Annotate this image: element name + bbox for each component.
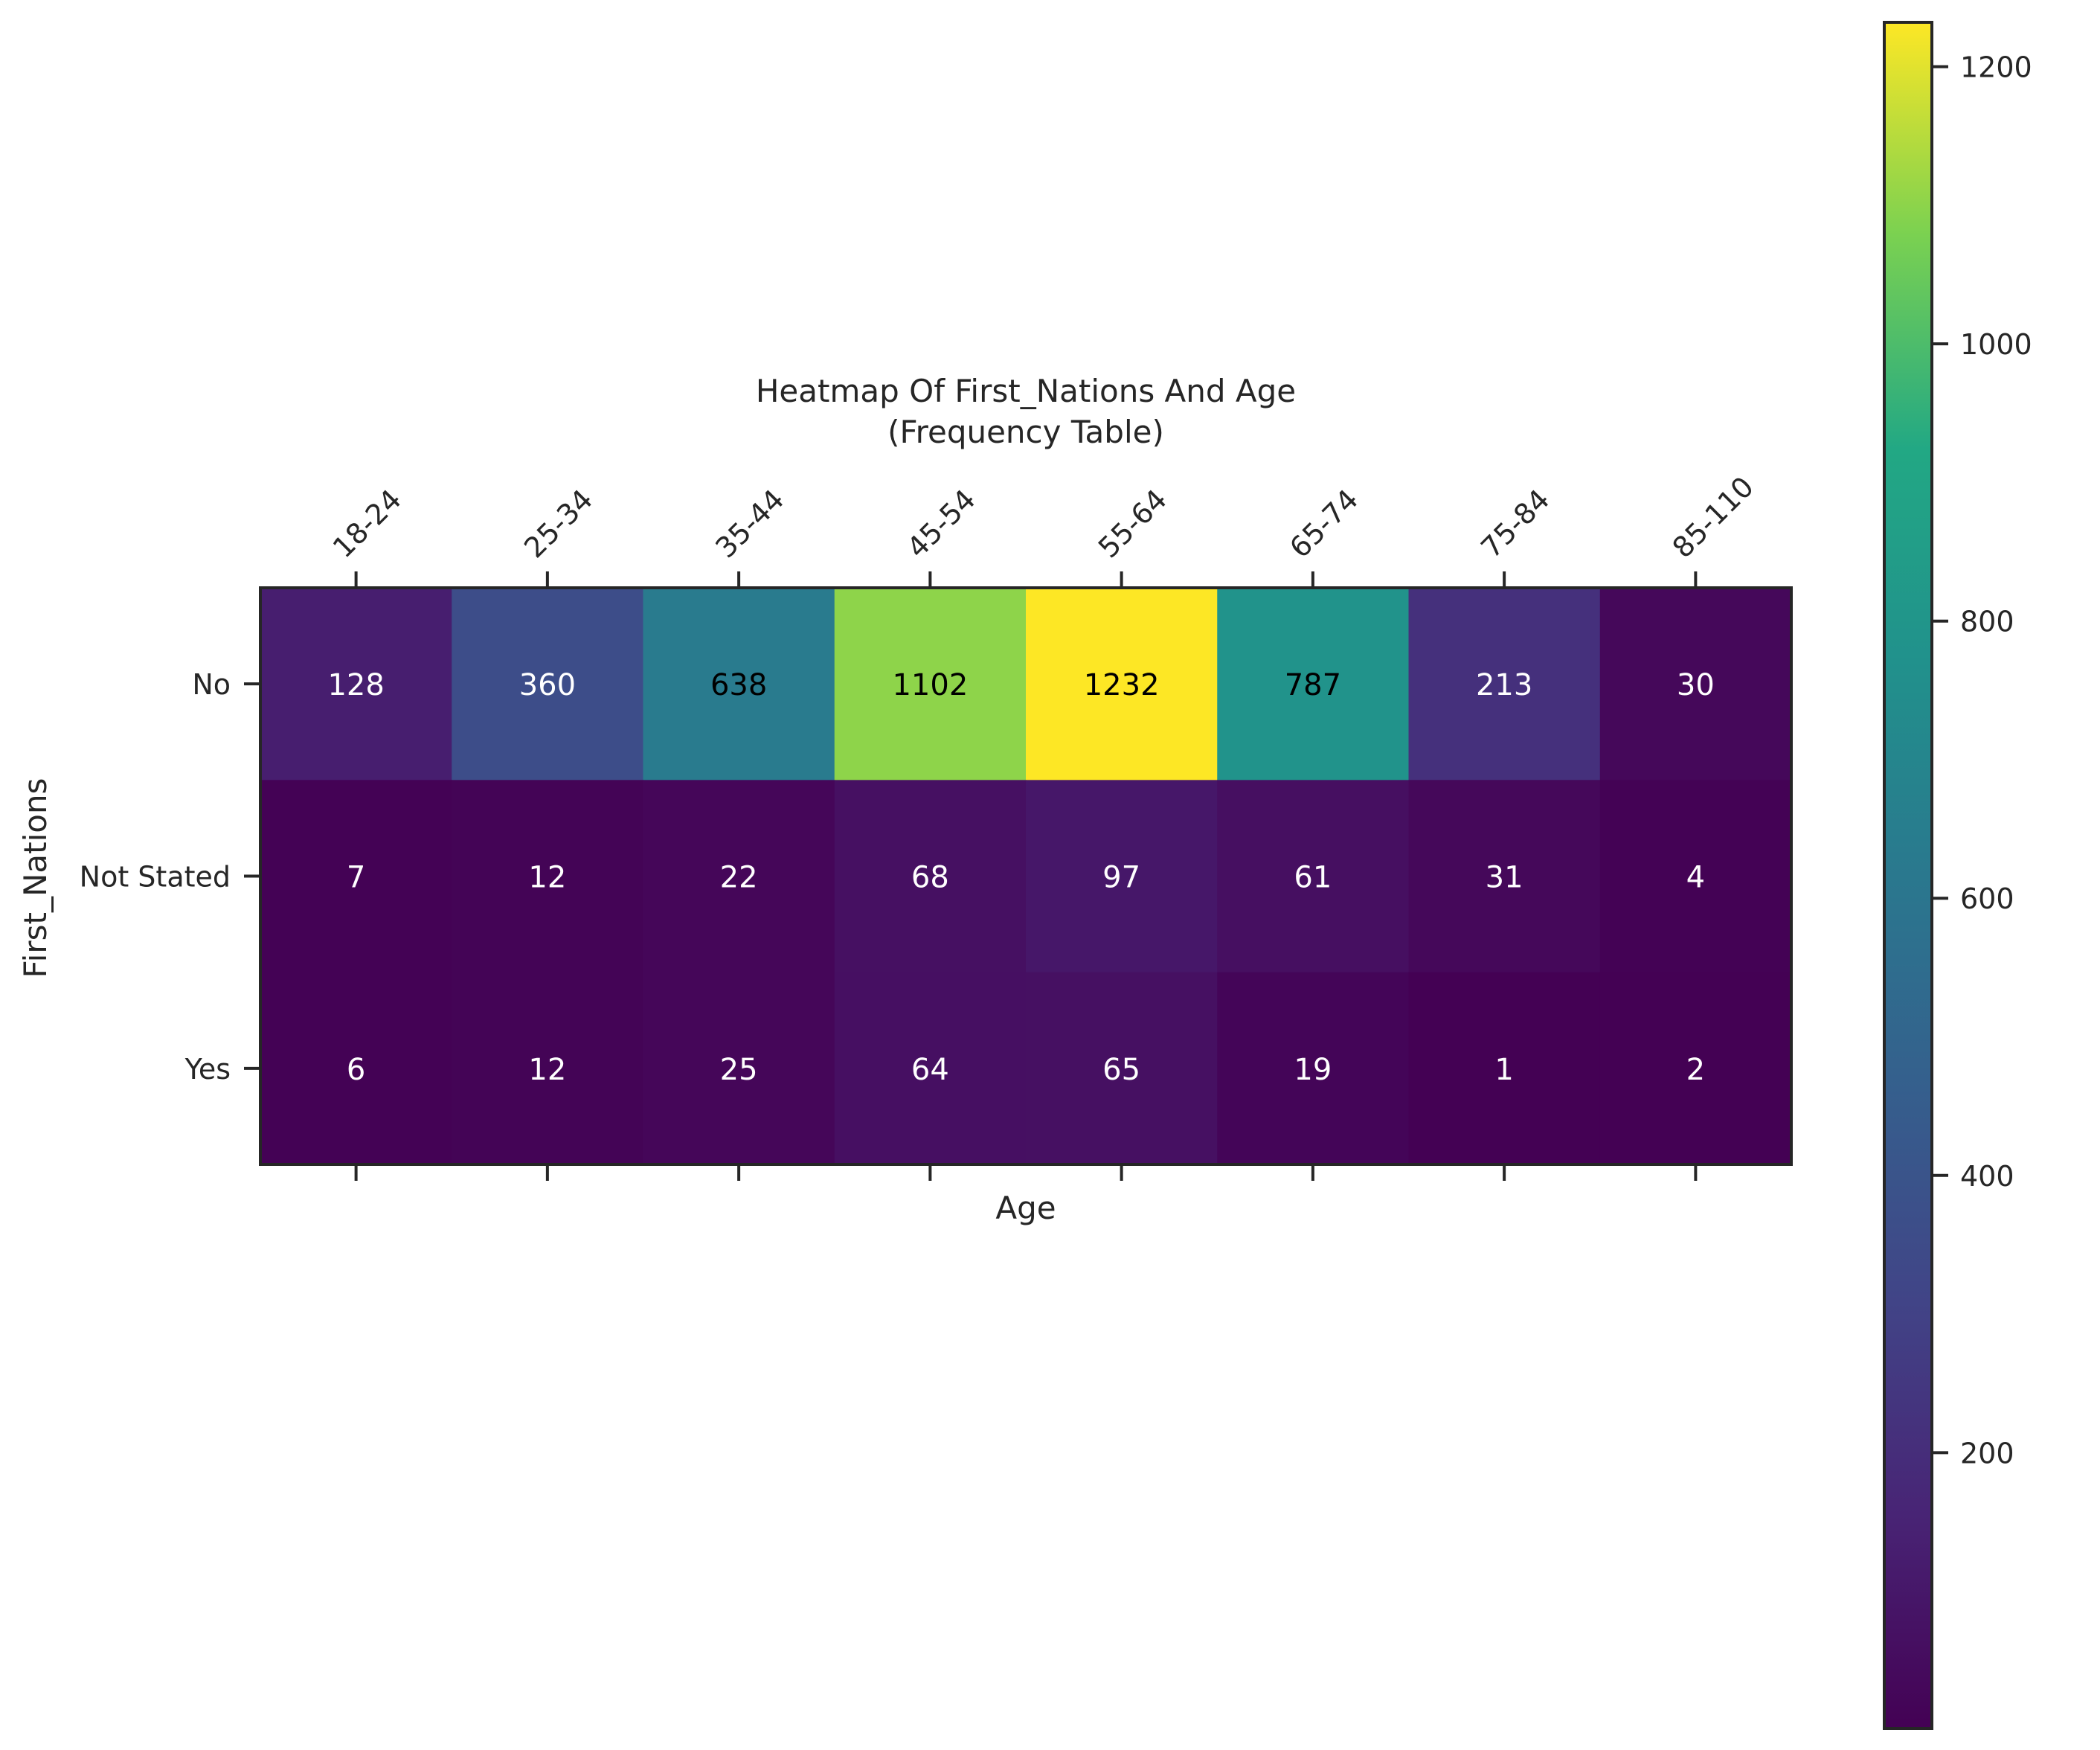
cell-value-label: 25 <box>720 1053 758 1087</box>
cell-value-labels: 128 360 638 1102 1232 787 213 307 12 22 68 97 61 31 46… <box>327 668 1714 1087</box>
heatmap-cell <box>1408 972 1601 1165</box>
y-tick-label: Not Stated <box>80 860 231 893</box>
heatmap-cell <box>452 972 644 1165</box>
colorbar-tick-label: 600 <box>1960 882 2014 915</box>
cell-value-label: 787 <box>1285 668 1341 702</box>
cell-value-label: 64 <box>911 1053 949 1087</box>
cell-value-label: 213 <box>1476 668 1532 702</box>
cell-value-label: 30 <box>1677 668 1715 702</box>
colorbar-gradient <box>1883 21 1933 1730</box>
heatmap-cell <box>1599 588 1792 781</box>
cell-value-label: 128 <box>327 668 384 702</box>
heatmap-cell <box>1599 780 1792 973</box>
cell-value-label: 19 <box>1294 1053 1332 1087</box>
heatmap-cell <box>1217 588 1410 781</box>
heatmap-cell <box>452 588 644 781</box>
chart-subtitle: (Frequency Table) <box>887 414 1164 450</box>
x-tick-label: 75-84 <box>1474 483 1555 564</box>
heatmap-cell <box>1408 588 1601 781</box>
heatmap-cell <box>643 780 835 973</box>
heatmap-cell <box>1026 588 1218 781</box>
cell-value-label: 68 <box>911 860 949 894</box>
cell-value-label: 638 <box>710 668 767 702</box>
heatmap-cell <box>834 588 1027 781</box>
cell-value-label: 1232 <box>1084 668 1160 702</box>
x-tick-label: 18-24 <box>327 483 408 564</box>
x-tick-label: 35-44 <box>709 483 790 564</box>
colorbar-tick-label: 200 <box>1960 1437 2014 1469</box>
cell-value-label: 12 <box>528 1053 566 1087</box>
cell-value-label: 12 <box>528 860 566 894</box>
heatmap-cell <box>1026 780 1218 973</box>
heatmap-cell <box>1217 780 1410 973</box>
cell-value-label: 7 <box>347 860 365 894</box>
cell-value-label: 22 <box>720 860 758 894</box>
x-tick-label: 25-34 <box>518 483 599 564</box>
heatmap-cell <box>1408 780 1601 973</box>
heatmap-cell <box>260 780 452 973</box>
heatmap-cell <box>1026 972 1218 1165</box>
cell-value-label: 31 <box>1486 860 1523 894</box>
cell-value-label: 61 <box>1294 860 1332 894</box>
heatmap-cell <box>260 972 452 1165</box>
cell-value-label: 2 <box>1686 1053 1705 1087</box>
heatmap-cell <box>643 588 835 781</box>
x-tick-label: 45-54 <box>901 483 982 564</box>
heatmap-cells <box>260 588 1792 1165</box>
cell-value-label: 97 <box>1102 860 1140 894</box>
heatmap-cell <box>643 972 835 1165</box>
y-tick-label: No <box>192 668 231 701</box>
heatmap-cell <box>260 588 452 781</box>
heatmap-cell <box>452 780 644 973</box>
y-axis-label: First_Nations <box>17 778 54 978</box>
x-tick-label: 55-64 <box>1092 483 1173 564</box>
heatmap-cell <box>834 972 1027 1165</box>
y-axis-ticks: No Not Stated Yes <box>80 668 260 1086</box>
cell-value-label: 360 <box>519 668 576 702</box>
colorbar-tick-label: 800 <box>1960 606 2014 638</box>
y-tick-label: Yes <box>184 1053 231 1086</box>
heatmap-cell <box>1217 972 1410 1165</box>
x-tick-label: 85-110 <box>1666 470 1760 564</box>
cell-value-label: 1102 <box>892 668 968 702</box>
cell-value-label: 6 <box>347 1053 365 1087</box>
heatmap-cell <box>1599 972 1792 1165</box>
cell-value-label: 4 <box>1686 860 1705 894</box>
colorbar: 200 400 600 800 1000 1200 <box>1883 21 2032 1730</box>
colorbar-tick-label: 1200 <box>1960 51 2032 84</box>
chart-title: Heatmap Of First_Nations And Age <box>756 373 1296 409</box>
cell-value-label: 65 <box>1102 1053 1140 1087</box>
colorbar-tick-label: 1000 <box>1960 328 2032 361</box>
x-axis-label: Age <box>995 1190 1056 1226</box>
colorbar-tick-label: 400 <box>1960 1160 2014 1193</box>
x-tick-label: 65-74 <box>1283 483 1364 564</box>
cell-value-label: 1 <box>1494 1053 1513 1087</box>
heatmap-cell <box>834 780 1027 973</box>
